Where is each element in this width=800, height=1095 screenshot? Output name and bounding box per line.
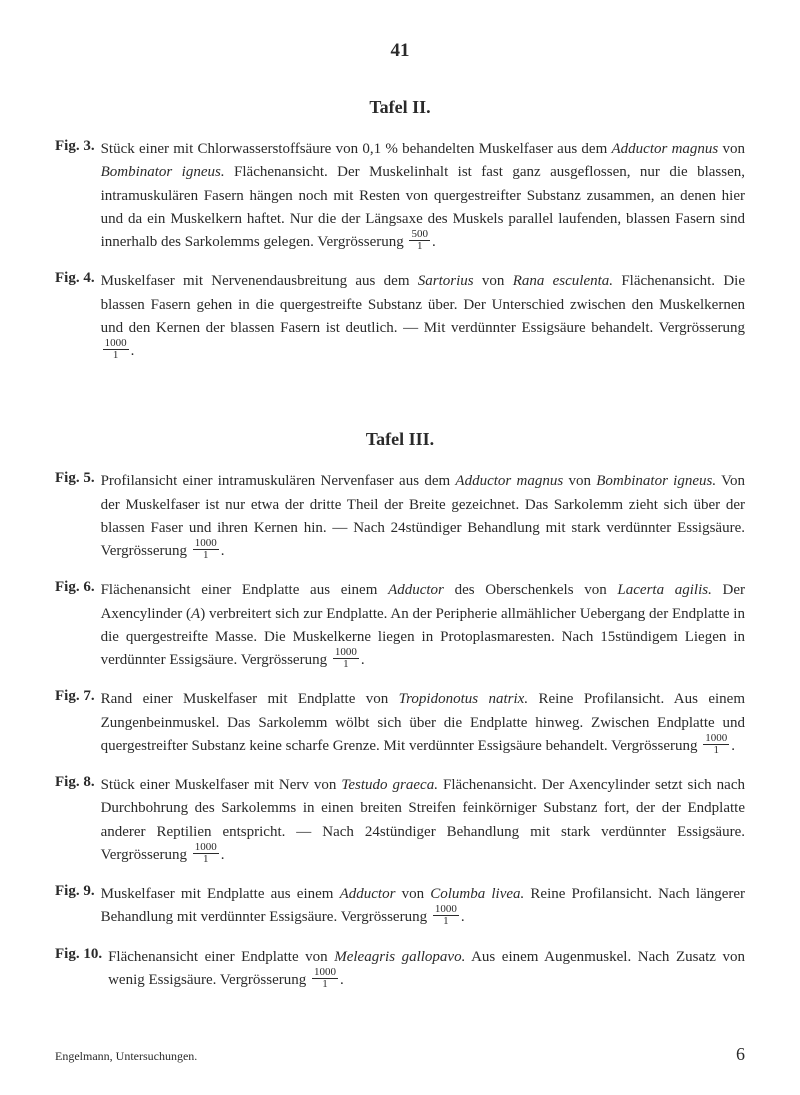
figure-label: Fig. 3. (55, 138, 95, 155)
figure-text: Stück einer mit Chlorwasserstoffsäure vo… (95, 138, 745, 254)
figure-label: Fig. 6. (55, 579, 95, 596)
footer-right: 6 (736, 1044, 745, 1065)
page-number: 41 (55, 40, 745, 62)
figure-text: Flächenansicht einer Endplatte von Melea… (102, 946, 745, 993)
figure-entry: Fig. 7. Rand einer Muskelfaser mit Endpl… (55, 688, 745, 758)
figure-text: Profilansicht einer intramuskulären Nerv… (95, 470, 745, 563)
section-title: Tafel II. (55, 97, 745, 118)
figure-entry: Fig. 9. Muskelfaser mit Endplatte aus ei… (55, 883, 745, 930)
figure-entry: Fig. 4. Muskelfaser mit Nervenendausbrei… (55, 270, 745, 363)
figure-text: Stück einer Muskelfaser mit Nerv von Tes… (95, 774, 745, 867)
figure-text: Muskelfaser mit Nervenendausbreitung aus… (95, 270, 745, 363)
figure-text: Rand einer Muskelfaser mit Endplatte von… (95, 688, 745, 758)
figure-entry: Fig. 10. Flächenansicht einer Endplatte … (55, 946, 745, 993)
figure-label: Fig. 7. (55, 688, 95, 705)
figure-label: Fig. 8. (55, 774, 95, 791)
section-tafel-2: Tafel II. Fig. 3. Stück einer mit Chlorw… (55, 97, 745, 363)
section-title: Tafel III. (55, 429, 745, 450)
figure-label: Fig. 5. (55, 470, 95, 487)
figure-entry: Fig. 3. Stück einer mit Chlorwasserstoff… (55, 138, 745, 254)
figure-entry: Fig. 6. Flächenansicht einer Endplatte a… (55, 579, 745, 672)
figure-label: Fig. 4. (55, 270, 95, 287)
figure-label: Fig. 10. (55, 946, 102, 963)
figure-entry: Fig. 5. Profilansicht einer intramuskulä… (55, 470, 745, 563)
footer-left: Engelmann, Untersuchungen. (55, 1049, 197, 1064)
section-tafel-3: Tafel III. Fig. 5. Profilansicht einer i… (55, 429, 745, 992)
figure-label: Fig. 9. (55, 883, 95, 900)
footer: Engelmann, Untersuchungen. 6 (55, 1044, 745, 1065)
figure-text: Muskelfaser mit Endplatte aus einem Addu… (95, 883, 745, 930)
figure-entry: Fig. 8. Stück einer Muskelfaser mit Nerv… (55, 774, 745, 867)
figure-text: Flächenansicht einer Endplatte aus einem… (95, 579, 745, 672)
